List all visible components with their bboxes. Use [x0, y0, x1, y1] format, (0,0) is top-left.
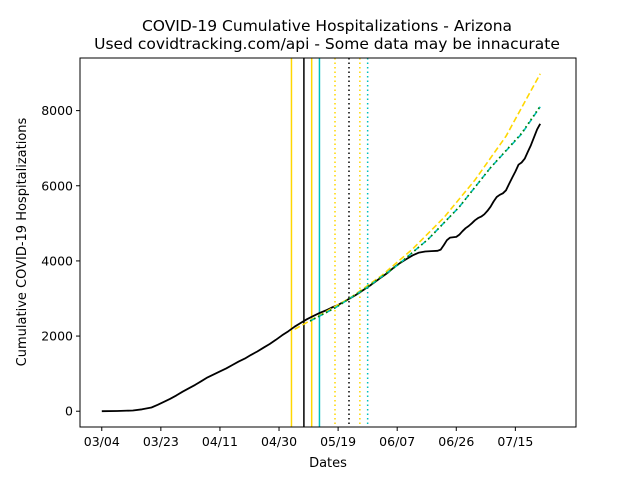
- y-tick-label: 8000: [41, 103, 73, 118]
- x-tick-label: 07/15: [497, 434, 533, 449]
- x-tick-label: 03/23: [143, 434, 179, 449]
- series-line-1: [101, 123, 541, 413]
- y-tick-label: 0: [65, 404, 73, 419]
- plot-area: [101, 58, 541, 427]
- y-tick-label: 4000: [41, 253, 73, 268]
- series-line-3: [309, 106, 541, 322]
- y-tick-label: 6000: [41, 178, 73, 193]
- x-axis-label: Dates: [309, 456, 347, 471]
- x-tick-label: 06/26: [438, 434, 474, 449]
- x-axis-ticks: 03/04 03/23 04/11 04/30 05/19 06/07 06/26 07/15: [84, 427, 533, 449]
- x-tick-label: 03/04: [84, 434, 120, 449]
- y-tick-label: 2000: [41, 329, 73, 344]
- x-tick-label: 04/11: [202, 434, 238, 449]
- chart-subtitle: Used covidtracking.com/api - Some data m…: [94, 35, 560, 53]
- chart-title: COVID-19 Cumulative Hospitalizations - A…: [142, 17, 512, 35]
- y-axis-label: Cumulative COVID-19 Hospitalizations: [15, 117, 30, 366]
- x-tick-label: 05/19: [320, 434, 356, 449]
- series-line-2: [294, 73, 541, 330]
- x-tick-label: 06/07: [379, 434, 415, 449]
- y-axis-ticks: 0 2000 4000 6000 8000: [41, 103, 80, 419]
- series-line-4: [309, 105, 541, 322]
- plot-frame: [79, 57, 577, 428]
- x-tick-label: 04/30: [261, 434, 297, 449]
